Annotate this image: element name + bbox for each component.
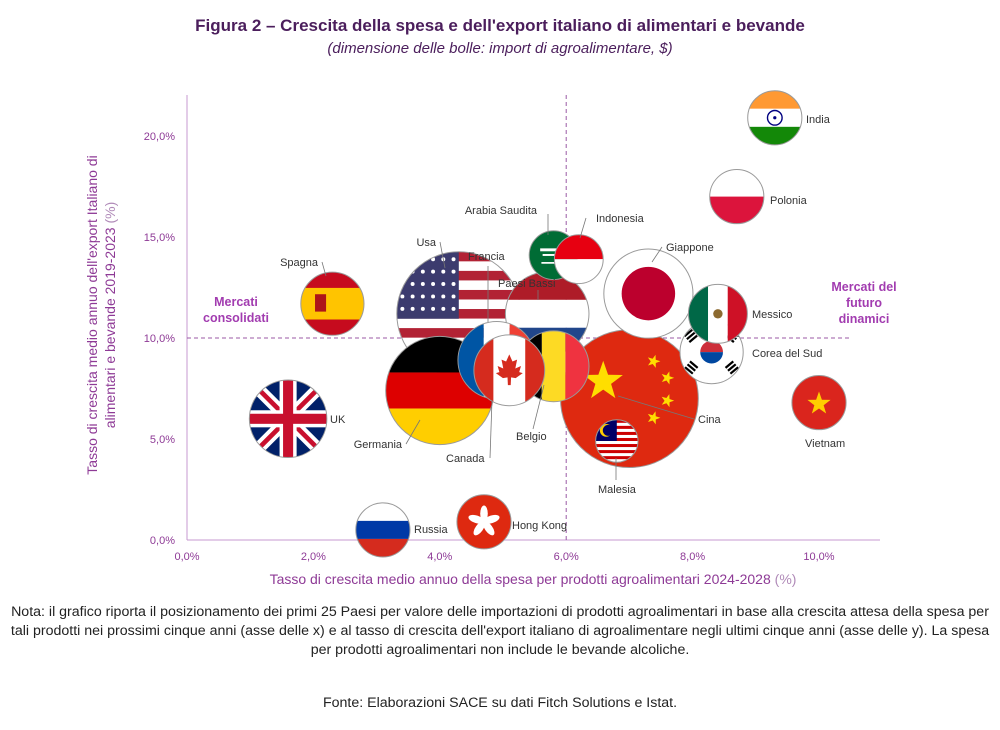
chart-axes: 0,0% 2,0% 4,0% 6,0% 8,0% 10,0% 0,0% 5,0% 10,0% 15… xyxy=(84,95,880,587)
x-tick-label: 0,0% xyxy=(174,551,199,563)
leader-line-germania xyxy=(405,419,421,445)
bubble-spagna xyxy=(300,271,365,336)
bubble-vietnam xyxy=(791,375,847,431)
bubble-label-arabia-saudita: Arabia Saudita xyxy=(465,205,538,217)
flag-giappone-icon xyxy=(603,249,693,339)
bubble-label-francia: Francia xyxy=(468,251,506,263)
bubble-indonesia xyxy=(553,234,604,285)
x-tick-label: 2,0% xyxy=(301,551,326,563)
chart-note: Nota: il grafico riporta il posizionamen… xyxy=(10,604,990,658)
bubble-label-hong-kong: Hong Kong xyxy=(512,520,567,532)
y-axis-title-line1: Tasso di crescita medio annuo dell'expor… xyxy=(84,155,100,474)
bubble-label-germania: Germania xyxy=(354,439,403,451)
bubble-label-vietnam: Vietnam xyxy=(805,438,845,450)
bubble-malesia xyxy=(595,419,639,463)
region-label-left: Mercati consolidati xyxy=(203,295,269,325)
bubble-label-malesia: Malesia xyxy=(598,484,637,496)
flag-messico-icon xyxy=(688,284,748,344)
x-tick-label: 4,0% xyxy=(427,551,452,563)
bubble-label-cina: Cina xyxy=(698,414,722,426)
bubble-label-polonia: Polonia xyxy=(770,195,808,207)
bubble-hong-kong xyxy=(456,494,512,550)
bubble-polonia xyxy=(709,169,765,225)
flag-russia-icon xyxy=(355,502,410,557)
leader-line-spagna xyxy=(321,261,327,277)
flag-vietnam-icon xyxy=(791,375,847,430)
bubble-label-spagna: Spagna xyxy=(280,257,319,269)
region-labels: Mercati consolidati Mercati del futuro dinam… xyxy=(203,280,897,326)
x-tick-label: 8,0% xyxy=(680,551,705,563)
bubble-label-paesi-bassi: Paesi Bassi xyxy=(498,278,555,290)
leader-line-canada xyxy=(489,399,493,459)
region-label-right: Mercati del futuro dinamici xyxy=(831,280,896,326)
bubble-india xyxy=(747,90,803,146)
bubble-giappone xyxy=(603,248,694,339)
flag-hong-kong-icon xyxy=(456,494,512,549)
bubble-label-messico: Messico xyxy=(752,309,792,321)
bubble-label-india: India xyxy=(806,114,831,126)
figure-subtitle: (dimensione delle bolle: import di agroa… xyxy=(327,40,673,57)
leader-line-cina xyxy=(617,395,695,420)
bubble-label-giappone: Giappone xyxy=(666,242,714,254)
bubble-label-belgio: Belgio xyxy=(516,431,547,443)
bubble-russia xyxy=(355,502,411,558)
y-tick-label: 10,0% xyxy=(144,333,175,345)
y-tick-label: 15,0% xyxy=(144,232,175,244)
leader-line-usa xyxy=(439,241,446,269)
flag-spagna-icon xyxy=(300,272,364,336)
flag-uk-icon xyxy=(249,380,327,458)
flag-india-icon xyxy=(747,90,802,145)
bubble-chart: 0,0% 2,0% 4,0% 6,0% 8,0% 10,0% 0,0% 5,0% 10,0% 15… xyxy=(84,90,897,587)
bubble-uk xyxy=(248,379,328,459)
y-tick-label: 5,0% xyxy=(150,434,175,446)
y-axis-title-line2: alimentari e bevande 2019-2023 (%) xyxy=(102,202,118,428)
x-tick-label: 10,0% xyxy=(803,551,834,563)
leader-line-belgio xyxy=(532,384,545,430)
flag-malesia-icon xyxy=(595,419,638,463)
bubbles xyxy=(248,90,847,558)
y-tick-label: 0,0% xyxy=(150,535,175,547)
bubble-canada xyxy=(473,334,546,407)
figure-title: Figura 2 – Crescita della spesa e dell'e… xyxy=(195,16,805,35)
x-axis-title: Tasso di crescita medio annuo della spes… xyxy=(270,571,797,587)
bubble-label-russia: Russia xyxy=(414,524,449,536)
bubble-messico xyxy=(687,283,748,344)
x-tick-label: 6,0% xyxy=(554,551,579,563)
bubble-label-canada: Canada xyxy=(446,453,485,465)
bubble-label-uk: UK xyxy=(330,414,346,426)
y-tick-label: 20,0% xyxy=(144,131,175,143)
bubble-label-usa: Usa xyxy=(416,237,436,249)
chart-source: Fonte: Elaborazioni SACE su dati Fitch S… xyxy=(322,695,678,711)
leader-line-giappone xyxy=(651,246,663,263)
bubble-labels: India Polonia Arabia Saudita Indonesia Giapp… xyxy=(280,114,845,536)
bubble-label-indonesia: Indonesia xyxy=(596,213,645,225)
bubble-label-corea-del-sud: Corea del Sud xyxy=(752,348,822,360)
y-axis-title: Tasso di crescita medio annuo dell'expor… xyxy=(84,155,118,474)
leader-line-indonesia xyxy=(579,217,587,239)
